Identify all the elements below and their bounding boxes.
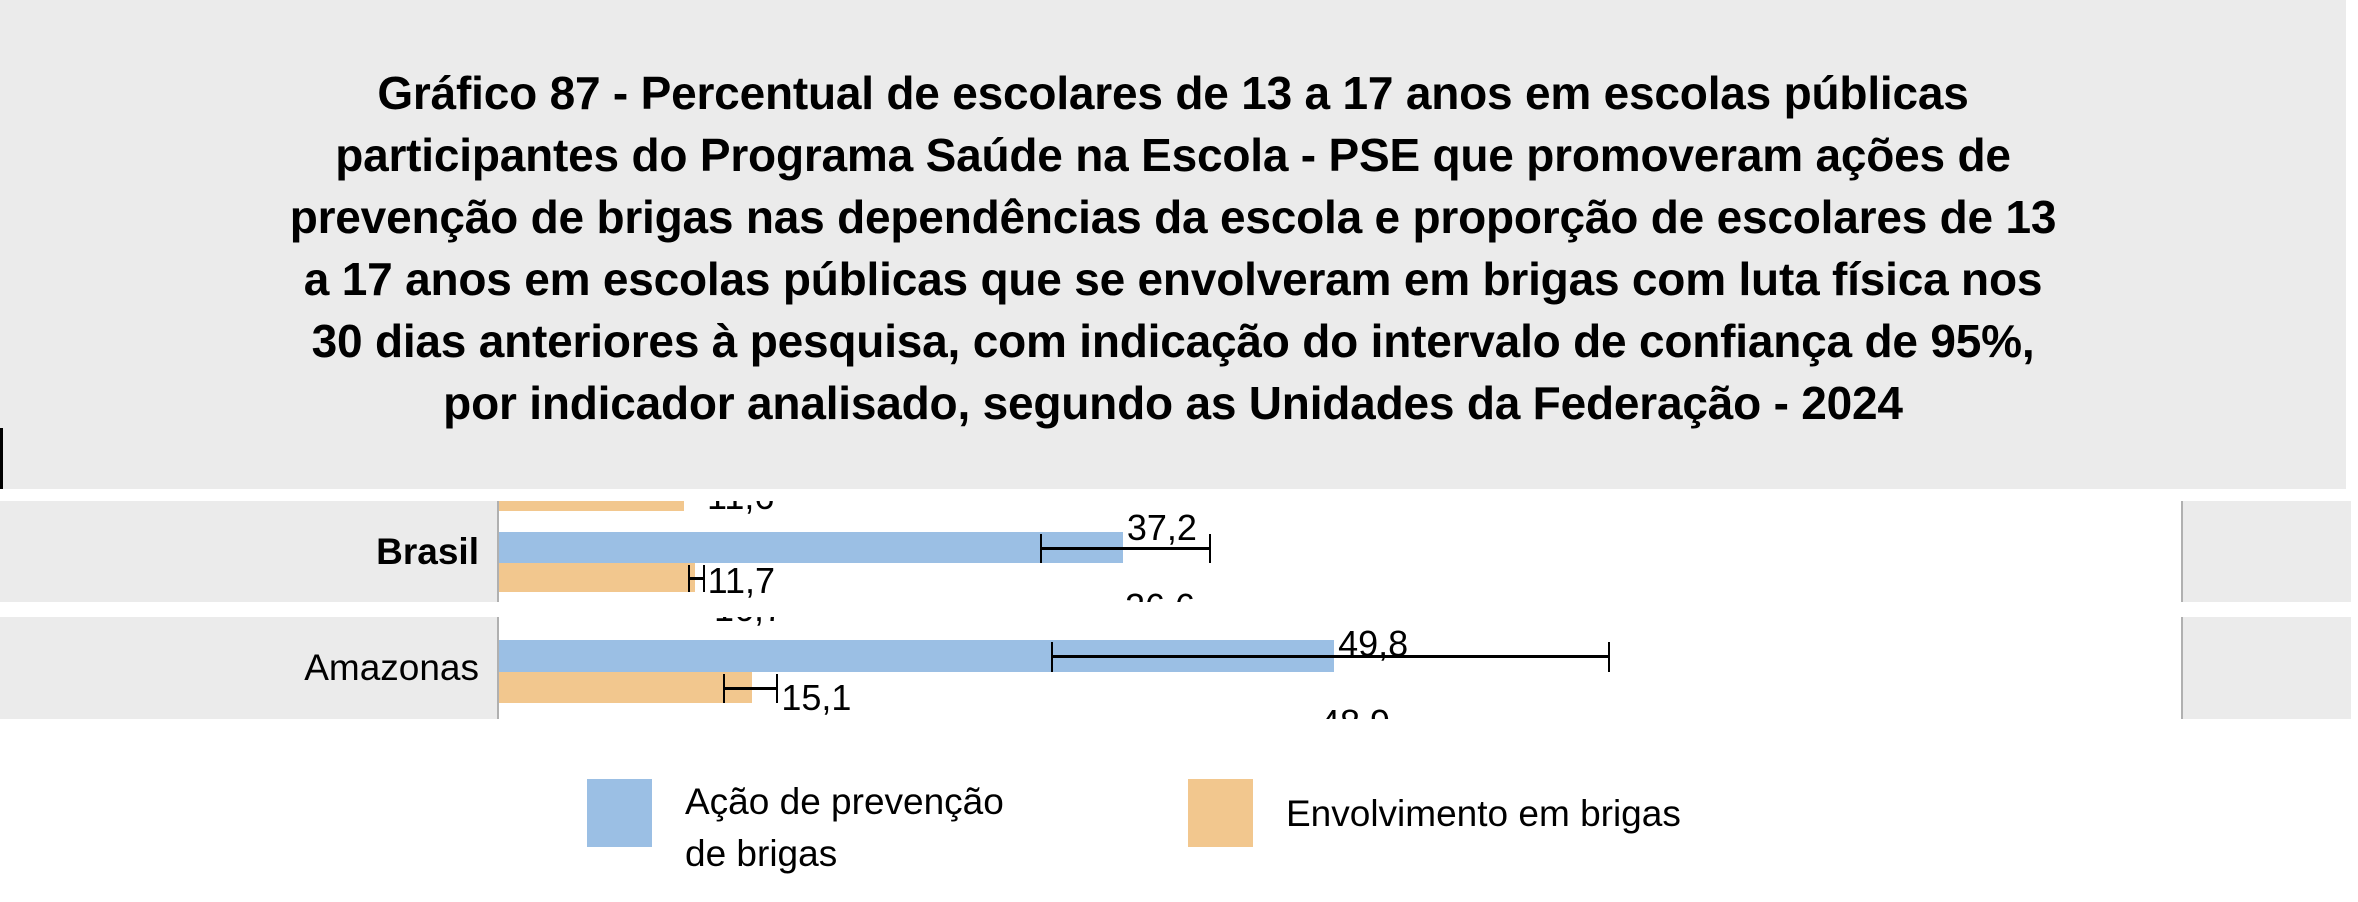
legend-swatch-envolvimento (1188, 779, 1253, 847)
legend-swatch-prevencao (587, 779, 652, 847)
error-bar-envolvimento (688, 576, 704, 580)
chart-title: Gráfico 87 - Percentual de escolares de … (60, 62, 2286, 434)
error-bar-cap (687, 565, 690, 592)
clipped-bar-above (499, 501, 684, 511)
row-label-panel: Amazonas (0, 617, 499, 719)
title-panel: Gráfico 87 - Percentual de escolares de … (0, 0, 2346, 489)
legend-label-prevencao: Ação de prevenção de brigas (685, 776, 1004, 880)
legend-label-line: Ação de prevenção (685, 781, 1004, 822)
title-line: prevenção de brigas nas dependências da … (289, 191, 2057, 243)
error-bar-cap (776, 674, 779, 703)
error-bar-cap (1039, 534, 1042, 563)
title-line: a 17 anos em escolas públicas que se env… (303, 253, 2043, 305)
clipped-label-above: 16,7 (714, 617, 784, 627)
title-line: Gráfico 87 - Percentual de escolares de … (377, 67, 1969, 119)
error-bar-cap (1608, 642, 1611, 672)
error-bar-cap (702, 565, 705, 592)
title-line: por indicador analisado, segundo as Unid… (443, 377, 1903, 429)
data-label-prevencao: 37,2 (1126, 507, 1197, 548)
error-bar-envolvimento (723, 686, 778, 690)
clipped-label-below: 26,6 (1125, 589, 1195, 603)
clipped-label-above: 11,6 (707, 501, 774, 515)
error-bar-prevencao (1052, 655, 1610, 658)
legend-label-envolvimento: Envolvimento em brigas (1286, 793, 1681, 834)
title-line: participantes do Programa Saúde na Escol… (335, 129, 2011, 181)
right-panel (2181, 617, 2351, 719)
data-label-envolvimento: 11,7 (707, 560, 775, 601)
bar-envolvimento (499, 672, 753, 703)
clipped-label-below: 48,9 (1320, 705, 1390, 720)
data-label-envolvimento: 15,1 (781, 677, 852, 718)
chart-row-brasil: Brasil 11,6 26,6 37,2 11,7 (0, 501, 2351, 602)
title-line: 30 dias anteriores à pesquisa, com indic… (311, 315, 2035, 367)
right-panel (2181, 501, 2351, 602)
chart-row-amazonas: Amazonas 16,7 48,9 49,8 15,1 (0, 617, 2351, 719)
row-label-panel: Brasil (0, 501, 499, 602)
error-bar-prevencao (1040, 546, 1211, 550)
bar-envolvimento (499, 563, 696, 592)
legend-label-line: de brigas (685, 833, 838, 874)
category-label-amazonas: Amazonas (304, 647, 479, 688)
left-edge-line (0, 428, 3, 489)
bar-prevencao (499, 532, 1123, 563)
category-label-brasil: Brasil (376, 530, 479, 572)
error-bar-cap (1051, 642, 1054, 672)
error-bar-cap (722, 674, 725, 703)
data-label-prevencao: 49,8 (1338, 623, 1409, 664)
error-bar-cap (1209, 534, 1212, 563)
